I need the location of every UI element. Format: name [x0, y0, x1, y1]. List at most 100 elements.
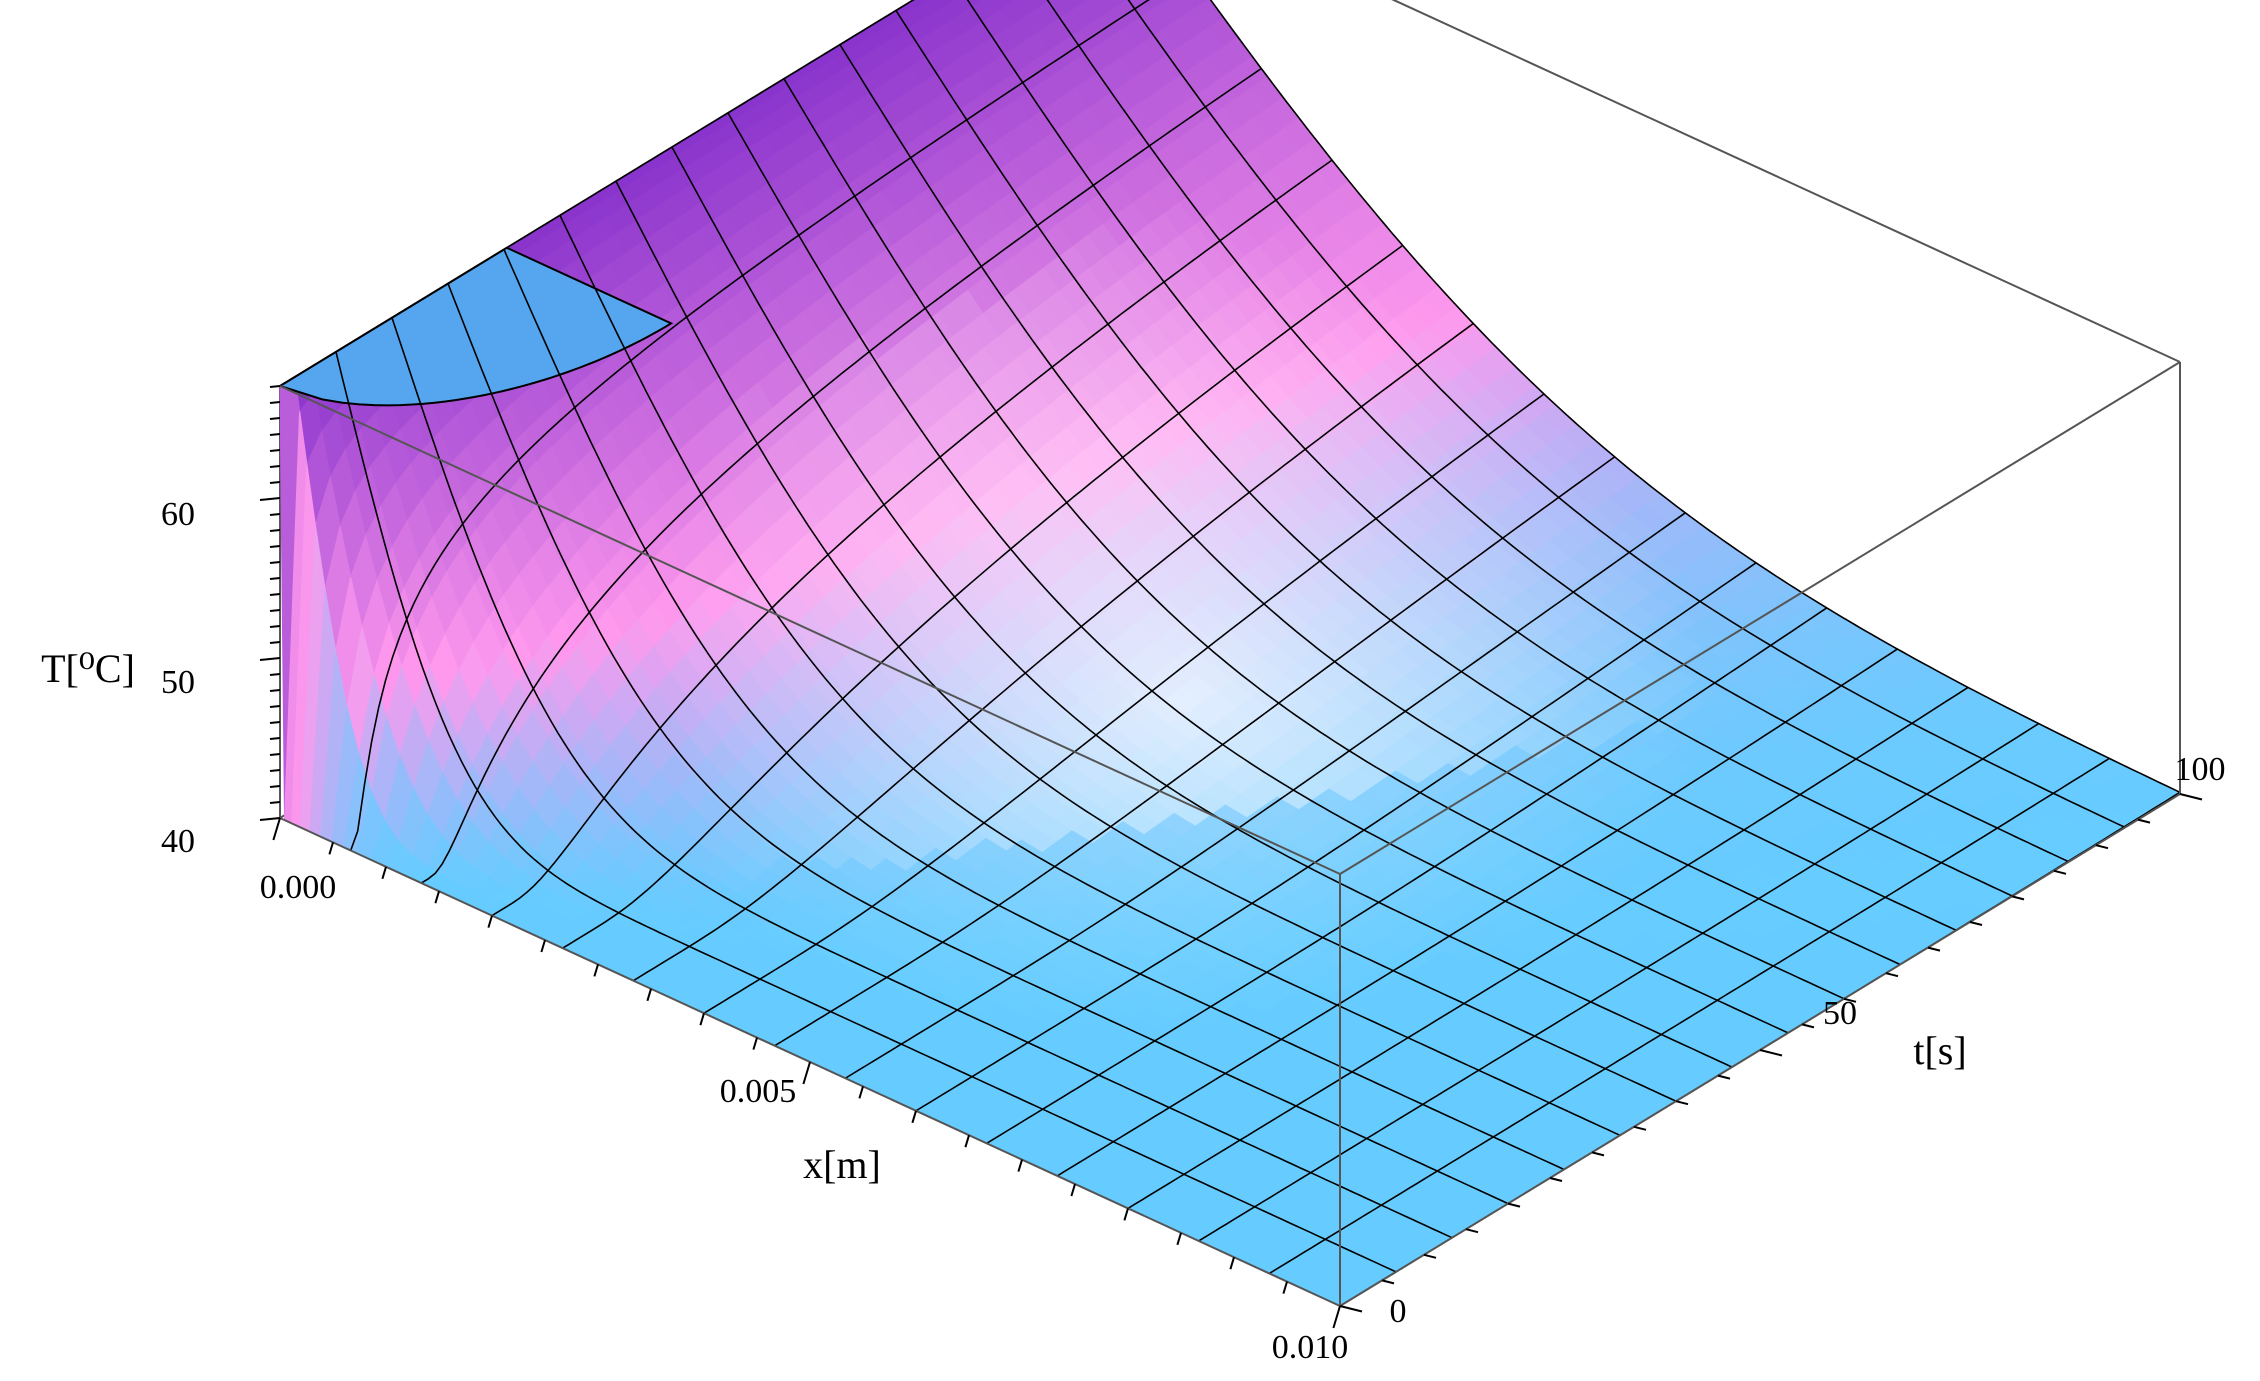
mesh-line-t — [1046, 0, 2069, 863]
y-tick — [2137, 818, 2151, 824]
x-tick — [381, 866, 387, 880]
mesh-line-t — [335, 351, 1397, 1273]
z-tick — [269, 401, 281, 404]
x-tick — [540, 939, 546, 953]
mesh-line-t — [727, 112, 1789, 1034]
x-tick — [1123, 1208, 1129, 1221]
x-tick — [752, 1037, 758, 1050]
mesh-line-x — [774, 456, 1616, 1047]
z-tick — [269, 529, 281, 532]
x-tick — [858, 1086, 864, 1099]
z-tick — [269, 513, 281, 516]
y-tick-label: 0 — [1390, 1293, 1407, 1330]
x-tick-label: 0.010 — [1272, 1329, 1349, 1366]
y-tick — [2011, 895, 2025, 901]
y-tick — [1633, 1125, 1647, 1131]
z-tick-label: 60 — [161, 496, 195, 533]
y-tick — [2095, 844, 2109, 850]
mesh-line-x — [844, 512, 1686, 1079]
y-tick — [1675, 1100, 1689, 1106]
y-tick — [1591, 1151, 1605, 1157]
mesh-line-x — [420, 67, 1262, 884]
x-tick — [646, 988, 652, 1002]
y-tick — [1885, 972, 1899, 978]
z-tick — [269, 641, 281, 644]
mesh-line-x — [632, 322, 1474, 982]
z-tick — [269, 785, 281, 788]
mesh-line-x — [279, 0, 915, 387]
z-tick — [269, 609, 281, 612]
mesh-line-t — [671, 146, 1733, 1068]
x-tick — [802, 1061, 811, 1085]
y-tick — [1843, 997, 1857, 1003]
mesh-line-t — [1209, 0, 2181, 794]
z-tick — [269, 449, 281, 452]
mesh-line-x — [562, 244, 1404, 949]
mesh-line-t — [559, 214, 1621, 1137]
z-tick-label: 40 — [161, 823, 195, 860]
z-tick — [269, 753, 281, 756]
z-tick — [269, 673, 281, 676]
y-tick — [1801, 1023, 1815, 1029]
mesh-line-t — [503, 249, 1565, 1171]
z-tick — [259, 817, 281, 821]
mesh-line-t — [839, 44, 1901, 966]
x-tick-label: 0.000 — [260, 869, 337, 906]
x-axis-label: x[m] — [803, 1142, 881, 1187]
z-tick — [259, 657, 281, 661]
x-tick — [1176, 1232, 1182, 1246]
y-axis-label: t[s] — [1913, 1028, 1966, 1073]
z-tick — [269, 737, 281, 740]
box-edge — [1391, 0, 2181, 363]
mesh-line-x — [915, 562, 1757, 1112]
y-tick — [1549, 1177, 1563, 1182]
z-tick — [269, 561, 281, 564]
z-tick — [269, 481, 281, 484]
z-axis-label: T[⁰C] — [41, 646, 135, 691]
x-tick — [1332, 1305, 1341, 1329]
z-tick — [269, 625, 281, 628]
x-tick — [699, 1012, 705, 1026]
y-tick-label: 100 — [2175, 751, 2226, 788]
y-tick — [1507, 1202, 1521, 1208]
x-tick — [1229, 1256, 1235, 1270]
axis-ticks — [259, 385, 2203, 1329]
z-tick — [269, 385, 281, 388]
z-tick — [269, 433, 281, 436]
z-tick — [269, 769, 281, 772]
mesh-line-t — [615, 180, 1677, 1102]
plateau-cap — [277, 246, 674, 407]
mesh-line-x — [1268, 757, 2110, 1275]
y-tick — [1423, 1253, 1437, 1259]
z-tick-label: 50 — [161, 664, 195, 701]
y-tick — [1759, 1049, 1783, 1057]
z-tick — [269, 593, 281, 596]
y-tick — [1927, 946, 1941, 952]
mesh-line-t — [783, 78, 1845, 1000]
x-tick — [328, 842, 334, 855]
y-tick — [2053, 869, 2067, 875]
y-tick — [1465, 1228, 1479, 1234]
mesh-line-t — [895, 10, 1957, 931]
mesh-line-x — [1198, 722, 2040, 1242]
mesh-line-x — [703, 393, 1545, 1014]
mesh-line-t — [447, 283, 1509, 1205]
mesh-line-x — [1056, 648, 1898, 1177]
mesh-line-x — [1127, 686, 1969, 1210]
mesh-line-t — [1127, 0, 2125, 828]
plot-box-front-edges — [279, 361, 2181, 1307]
z-tick — [269, 801, 281, 804]
mesh-line-t — [391, 317, 1453, 1239]
y-tick — [1381, 1279, 1395, 1285]
z-tick — [269, 689, 281, 692]
z-tick — [269, 577, 281, 580]
x-tick — [1282, 1281, 1288, 1294]
x-tick — [434, 890, 440, 904]
x-tick-label: 0.005 — [720, 1073, 797, 1110]
y-tick — [2179, 793, 2203, 801]
x-tick — [1070, 1183, 1076, 1197]
x-tick — [911, 1110, 917, 1124]
mesh-line-x — [491, 159, 1333, 917]
x-tick — [964, 1134, 970, 1148]
